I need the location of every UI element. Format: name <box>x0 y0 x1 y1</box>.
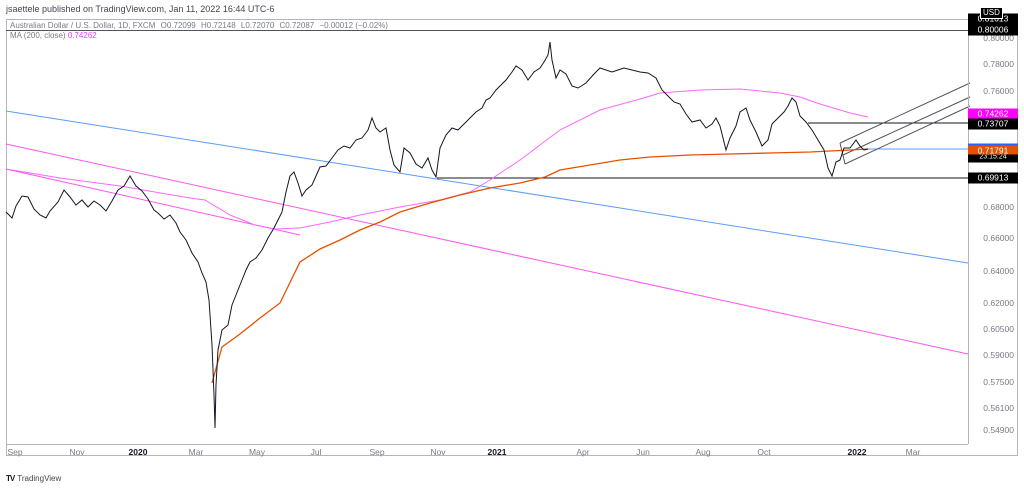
price-series <box>5 41 869 429</box>
price-tick: 0.66000 <box>983 233 1014 243</box>
ascending-channel[interactable] <box>839 82 971 165</box>
price-tick: 0.60500 <box>983 324 1014 334</box>
time-label: Nov <box>69 447 85 457</box>
tradingview-brand: TradingView <box>17 474 62 483</box>
time-label: Mar <box>905 447 921 457</box>
magenta-trendline-upper[interactable] <box>5 143 969 355</box>
blue-trendline[interactable] <box>5 110 969 264</box>
ohlc-change: −0.00012 (−0.02%) <box>319 21 388 30</box>
price-tick: 0.78000 <box>983 59 1014 69</box>
time-label-year: 2022 <box>847 447 867 457</box>
ohlc-high: H0.72148 <box>200 21 236 30</box>
price-tag-top: 0.80006 <box>968 24 1018 36</box>
time-label-year: 2021 <box>487 447 507 457</box>
ma200-line <box>211 148 869 384</box>
level-tag-0.73707: 0.73707 <box>968 118 1018 130</box>
price-tick: 0.80000 <box>983 33 1014 43</box>
price-tick: 0.64000 <box>983 266 1014 276</box>
price-tick: 0.62000 <box>983 298 1014 308</box>
price-tick: 0.68000 <box>983 202 1014 212</box>
level-tag-0.69913: 0.69913 <box>968 172 1018 184</box>
time-label: Aug <box>695 447 711 457</box>
ohlc-close: C0.72087 <box>279 21 315 30</box>
price-tick: 0.56100 <box>983 403 1014 413</box>
tradingview-logo-icon: TV <box>6 474 15 483</box>
ma-price-tag: 0.74262 <box>968 108 1018 120</box>
symbol-legend[interactable]: Australian Dollar / U.S. Dollar, 1D, FXC… <box>10 21 391 30</box>
time-axis[interactable]: Sep Nov 2020 Mar May Jul Sep Nov 2021 Ap… <box>6 444 968 457</box>
publisher-caption: jsaettele published on TradingView.com, … <box>6 4 275 14</box>
symbol-name: Australian Dollar / U.S. Dollar, 1D, FXC… <box>10 21 156 30</box>
last-price-tag: 0.71791 <box>968 143 1018 156</box>
chart-frame <box>6 19 1018 456</box>
price-axis[interactable]: 0.80000 0.78000 0.76000 0.68000 0.66000 … <box>968 19 1018 444</box>
countdown-tag: 23:15:24 <box>968 151 1018 163</box>
ma-value: 0.74262 <box>67 31 97 40</box>
ohlc-low: L0.72070 <box>240 21 275 30</box>
time-label: Mar <box>188 447 204 457</box>
time-label: Sep <box>7 447 23 457</box>
magenta-ma-line <box>5 88 869 230</box>
time-label: Nov <box>430 447 446 457</box>
price-tick: 0.54900 <box>983 425 1014 435</box>
tradingview-logo[interactable]: TV TradingView <box>6 474 61 483</box>
price-tick: 0.76000 <box>983 86 1014 96</box>
ma-legend[interactable]: MA (200, close) 0.74262 <box>10 31 97 40</box>
time-label-year: 2020 <box>128 447 148 457</box>
time-label: Jun <box>636 447 650 457</box>
magenta-trendline-lower[interactable] <box>5 168 301 236</box>
time-label: Oct <box>757 447 771 457</box>
time-label: Sep <box>369 447 385 457</box>
price-tick: 0.57500 <box>983 377 1014 387</box>
time-label: Apr <box>576 447 590 457</box>
currency-badge[interactable]: USD <box>980 7 1003 19</box>
time-label: May <box>248 447 266 457</box>
price-tick: 0.59000 <box>983 350 1014 360</box>
legend-divider <box>6 30 968 31</box>
ohlc-open: O0.72099 <box>160 21 196 30</box>
time-label: Jul <box>310 447 322 457</box>
ma-label: MA (200, close) <box>10 31 66 40</box>
